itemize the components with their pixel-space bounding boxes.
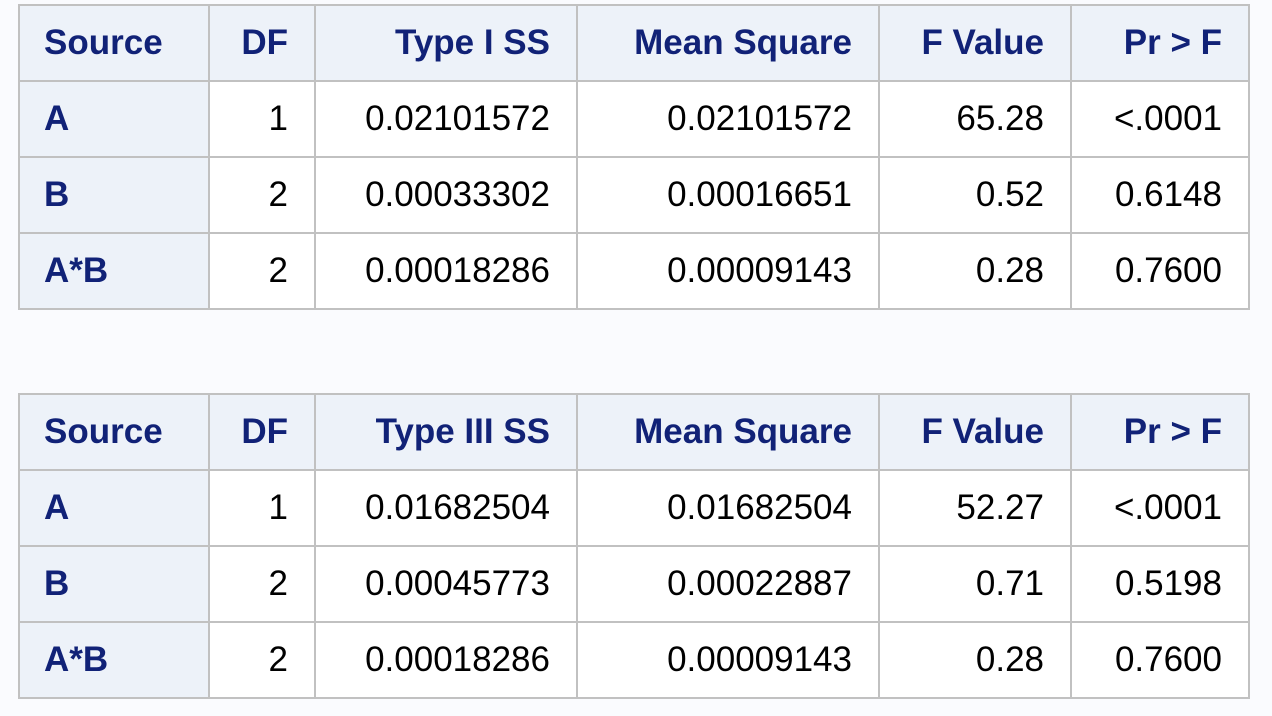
mean-square-cell: 0.01682504 bbox=[576, 469, 880, 547]
p-value-cell: 0.7600 bbox=[1070, 232, 1250, 310]
f-value-cell: 0.28 bbox=[878, 621, 1072, 699]
column-header-p-value: Pr > F bbox=[1070, 393, 1250, 471]
df-cell: 2 bbox=[208, 621, 316, 699]
table-row: A 1 0.02101572 0.02101572 65.28 <.0001 bbox=[18, 80, 1250, 158]
f-value-cell: 0.52 bbox=[878, 156, 1072, 234]
mean-square-cell: 0.00022887 bbox=[576, 545, 880, 623]
mean-square-cell: 0.00009143 bbox=[576, 232, 880, 310]
column-header-df: DF bbox=[208, 393, 316, 471]
column-header-mean-square: Mean Square bbox=[576, 4, 880, 82]
p-value-cell: <.0001 bbox=[1070, 469, 1250, 547]
column-header-ss: Type III SS bbox=[314, 393, 578, 471]
df-cell: 1 bbox=[208, 80, 316, 158]
source-cell: A*B bbox=[18, 621, 210, 699]
f-value-cell: 0.71 bbox=[878, 545, 1072, 623]
mean-square-cell: 0.00009143 bbox=[576, 621, 880, 699]
df-cell: 1 bbox=[208, 469, 316, 547]
df-cell: 2 bbox=[208, 545, 316, 623]
ss-cell: 0.00018286 bbox=[314, 232, 578, 310]
source-cell: B bbox=[18, 156, 210, 234]
header-row: Source DF Type III SS Mean Square F Valu… bbox=[18, 393, 1250, 471]
table-row: A*B 2 0.00018286 0.00009143 0.28 0.7600 bbox=[18, 232, 1250, 310]
ss-cell: 0.00018286 bbox=[314, 621, 578, 699]
f-value-cell: 65.28 bbox=[878, 80, 1072, 158]
type-iii-ss-table: Source DF Type III SS Mean Square F Valu… bbox=[18, 393, 1250, 699]
mean-square-cell: 0.00016651 bbox=[576, 156, 880, 234]
type-i-ss-table: Source DF Type I SS Mean Square F Value … bbox=[18, 4, 1250, 310]
ss-cell: 0.02101572 bbox=[314, 80, 578, 158]
ss-cell: 0.00033302 bbox=[314, 156, 578, 234]
table-row: B 2 0.00033302 0.00016651 0.52 0.6148 bbox=[18, 156, 1250, 234]
df-cell: 2 bbox=[208, 232, 316, 310]
column-header-df: DF bbox=[208, 4, 316, 82]
mean-square-cell: 0.02101572 bbox=[576, 80, 880, 158]
column-header-f-value: F Value bbox=[878, 393, 1072, 471]
column-header-source: Source bbox=[18, 4, 210, 82]
header-row: Source DF Type I SS Mean Square F Value … bbox=[18, 4, 1250, 82]
column-header-source: Source bbox=[18, 393, 210, 471]
column-header-ss: Type I SS bbox=[314, 4, 578, 82]
source-cell: B bbox=[18, 545, 210, 623]
table-row: B 2 0.00045773 0.00022887 0.71 0.5198 bbox=[18, 545, 1250, 623]
source-cell: A*B bbox=[18, 232, 210, 310]
column-header-p-value: Pr > F bbox=[1070, 4, 1250, 82]
ss-cell: 0.00045773 bbox=[314, 545, 578, 623]
p-value-cell: 0.6148 bbox=[1070, 156, 1250, 234]
table-row: A*B 2 0.00018286 0.00009143 0.28 0.7600 bbox=[18, 621, 1250, 699]
ss-cell: 0.01682504 bbox=[314, 469, 578, 547]
source-cell: A bbox=[18, 80, 210, 158]
p-value-cell: 0.7600 bbox=[1070, 621, 1250, 699]
f-value-cell: 0.28 bbox=[878, 232, 1072, 310]
p-value-cell: 0.5198 bbox=[1070, 545, 1250, 623]
column-header-f-value: F Value bbox=[878, 4, 1072, 82]
f-value-cell: 52.27 bbox=[878, 469, 1072, 547]
source-cell: A bbox=[18, 469, 210, 547]
column-header-mean-square: Mean Square bbox=[576, 393, 880, 471]
df-cell: 2 bbox=[208, 156, 316, 234]
table-row: A 1 0.01682504 0.01682504 52.27 <.0001 bbox=[18, 469, 1250, 547]
p-value-cell: <.0001 bbox=[1070, 80, 1250, 158]
